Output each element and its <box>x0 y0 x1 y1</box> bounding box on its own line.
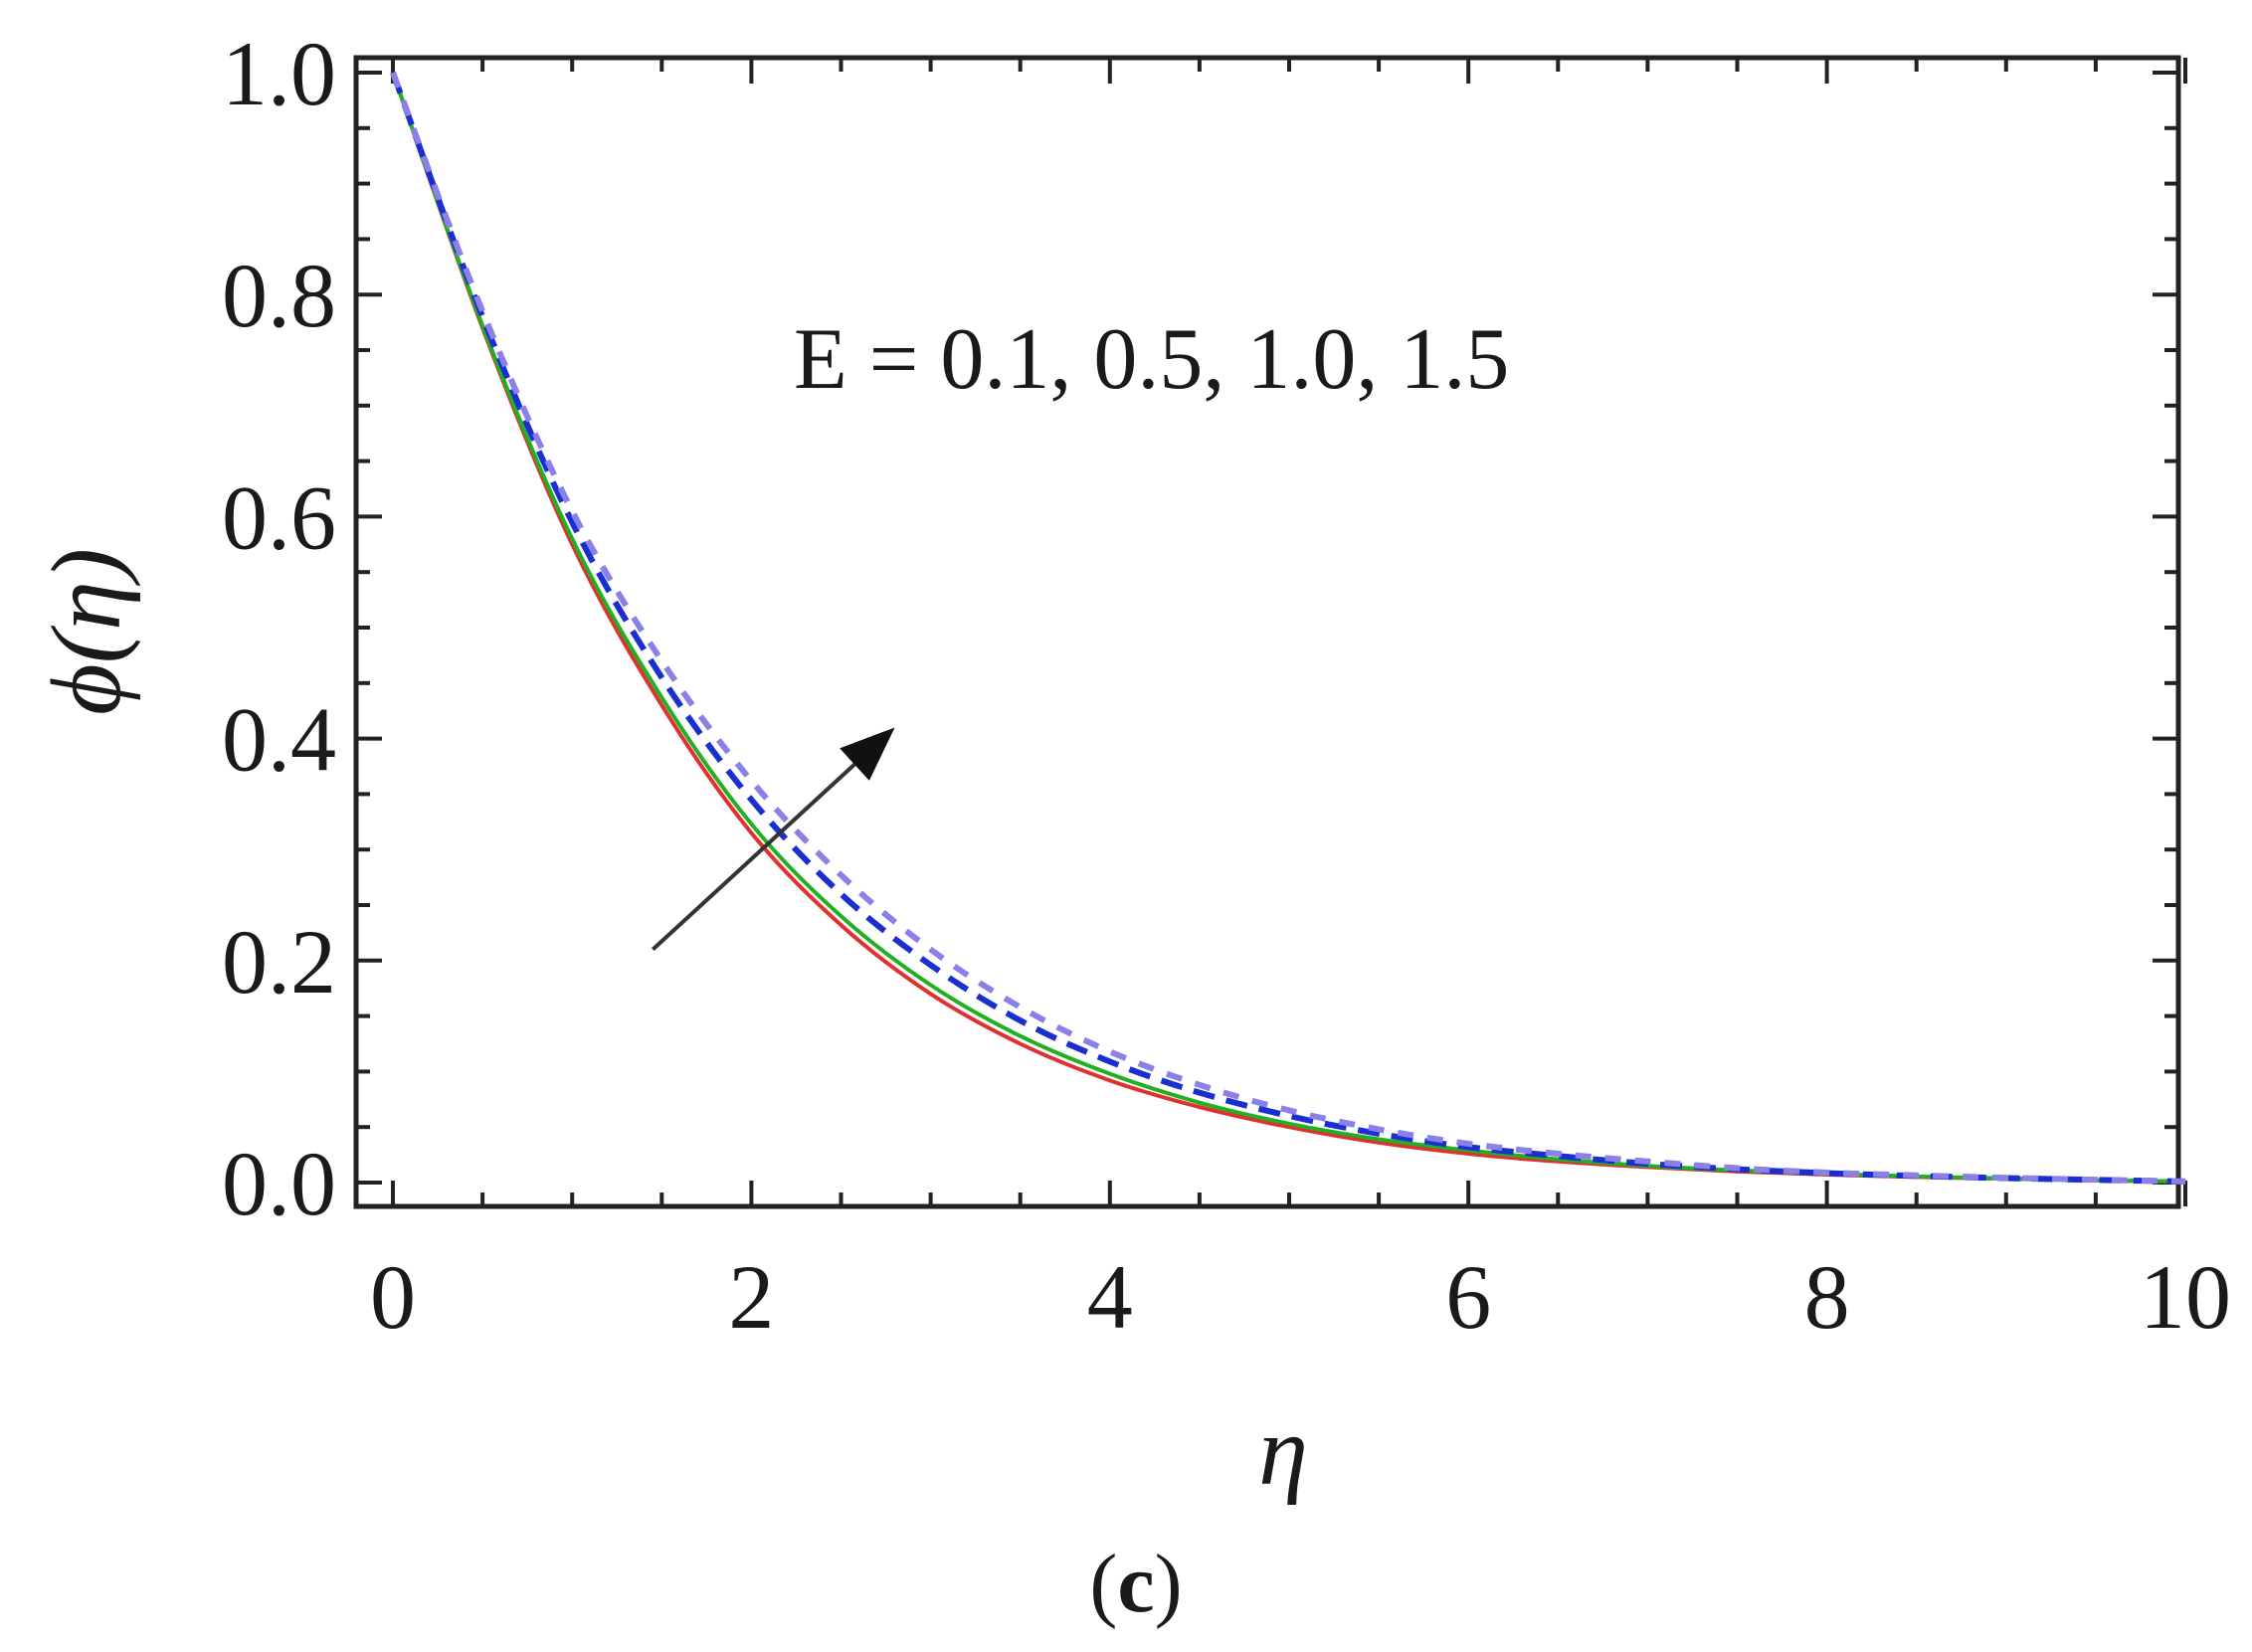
y-tick-label: 1.0 <box>222 23 336 124</box>
y-tick-label: 0.4 <box>222 689 336 791</box>
panel-label-letter: c <box>1117 1538 1154 1630</box>
y-tick-label: 0.8 <box>222 245 336 346</box>
x-tick-label: 8 <box>1804 1246 1850 1348</box>
x-tick-label: 6 <box>1445 1246 1491 1348</box>
x-axis-label: η <box>1258 1395 1308 1506</box>
y-axis-label: ϕ(η) <box>31 548 141 715</box>
panel-label-close: ) <box>1155 1538 1183 1630</box>
x-tick-label: 4 <box>1087 1246 1133 1348</box>
series-line-3 <box>390 71 2186 1185</box>
parameter-annotation: E = 0.1, 0.5, 1.0, 1.5 <box>794 311 1509 408</box>
y-tick-label: 0.6 <box>222 466 336 568</box>
plot-frame <box>353 55 2181 1209</box>
trend-arrow-head <box>840 727 895 781</box>
x-tick-labels: 0 2 4 6 8 10 <box>370 1246 2231 1348</box>
x-tick-label: 0 <box>370 1246 416 1348</box>
series-layer <box>390 71 2186 1185</box>
panel-label-open: ( <box>1089 1538 1117 1630</box>
y-tick-label: 0.0 <box>222 1133 336 1234</box>
y-tick-labels: 0.0 0.2 0.4 0.6 0.8 1.0 <box>222 23 336 1234</box>
trend-arrow <box>651 763 856 952</box>
minor-ticks <box>356 58 2178 1206</box>
major-ticks <box>356 58 2187 1206</box>
x-tick-label: 2 <box>728 1246 774 1348</box>
y-tick-label: 0.2 <box>222 911 336 1012</box>
series-line-4 <box>390 71 2186 1185</box>
x-tick-label: 10 <box>2140 1246 2231 1348</box>
panel-label: (c) <box>1089 1538 1182 1630</box>
